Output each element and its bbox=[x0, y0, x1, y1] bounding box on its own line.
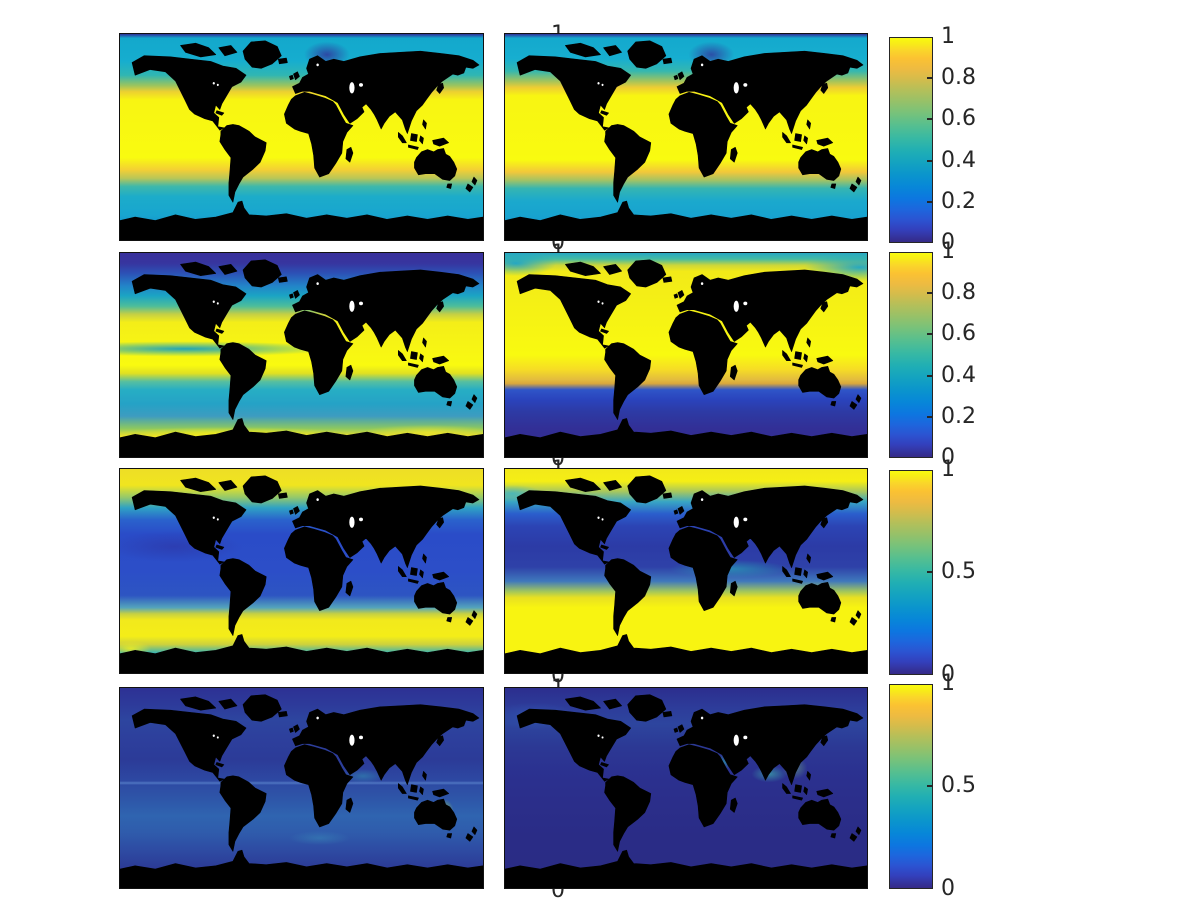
map-panel-row3-col2 bbox=[504, 468, 868, 674]
colorbar-row3-tick-label: 0 bbox=[941, 662, 955, 687]
map-panel-row1-col2 bbox=[504, 33, 868, 241]
colorbar-row2-tick-label: 0.4 bbox=[941, 363, 976, 388]
colorbar-row2-tick-label: 0 bbox=[941, 445, 955, 470]
colorbar-row4-tick-label: 0.5 bbox=[941, 773, 976, 798]
colorbar-row1-tick bbox=[927, 118, 933, 120]
colorbar-row2 bbox=[889, 252, 933, 458]
world-land-silhouette bbox=[505, 475, 867, 673]
colorbar-row2-tick bbox=[927, 416, 933, 418]
world-land-silhouette bbox=[120, 694, 483, 888]
colorbar-row1-tick bbox=[927, 201, 933, 203]
colorbar-row1-tick-label: 0.4 bbox=[941, 148, 976, 173]
map-panel-row2-col2 bbox=[504, 252, 868, 458]
colorbar-row2-tick bbox=[927, 333, 933, 335]
colorbar-row1-tick-label: 0 bbox=[941, 230, 955, 255]
colorbar-row4-tick-label: 0 bbox=[941, 876, 955, 900]
colorbar-row2-tick-label: 0.2 bbox=[941, 404, 976, 429]
world-land-silhouette bbox=[120, 259, 483, 457]
colorbar-row2-tick bbox=[927, 375, 933, 377]
map-panel-row4-col1 bbox=[119, 687, 484, 889]
colorbar-row3-tick bbox=[927, 571, 933, 573]
colorbar-row2-tick-label: 1 bbox=[941, 239, 955, 264]
colorbar-row4-tick bbox=[927, 785, 933, 787]
map-panel-row3-col1 bbox=[119, 468, 484, 674]
colorbar-row1-tick bbox=[927, 160, 933, 162]
colorbar-row2-tick-label: 0.8 bbox=[941, 280, 976, 305]
colorbar-row2-tick bbox=[927, 292, 933, 294]
map-panel-row1-col1 bbox=[119, 33, 484, 241]
colorbar-row1-tick bbox=[927, 77, 933, 79]
colorbar-row1-tick-label: 0.6 bbox=[941, 106, 976, 131]
colorbar-row2-tick-label: 0.6 bbox=[941, 321, 976, 346]
map-panel-row2-col1 bbox=[119, 252, 484, 458]
world-land-silhouette bbox=[505, 40, 867, 240]
colorbar-row3-tick-label: 0.5 bbox=[941, 559, 976, 584]
colorbar-row1-tick-label: 1 bbox=[941, 24, 955, 49]
colorbar-row4-tick-label: 1 bbox=[941, 671, 955, 696]
world-land-silhouette bbox=[505, 694, 867, 888]
colorbar-row1-tick-label: 0.2 bbox=[941, 189, 976, 214]
world-land-silhouette bbox=[120, 475, 483, 673]
colorbar-row3-tick-label: 1 bbox=[941, 457, 955, 482]
map-panel-row4-col2 bbox=[504, 687, 868, 889]
colorbar-row1 bbox=[889, 37, 933, 243]
world-land-silhouette bbox=[505, 259, 867, 457]
world-land-silhouette bbox=[120, 40, 483, 240]
colorbar-row1-tick-label: 0.8 bbox=[941, 65, 976, 90]
